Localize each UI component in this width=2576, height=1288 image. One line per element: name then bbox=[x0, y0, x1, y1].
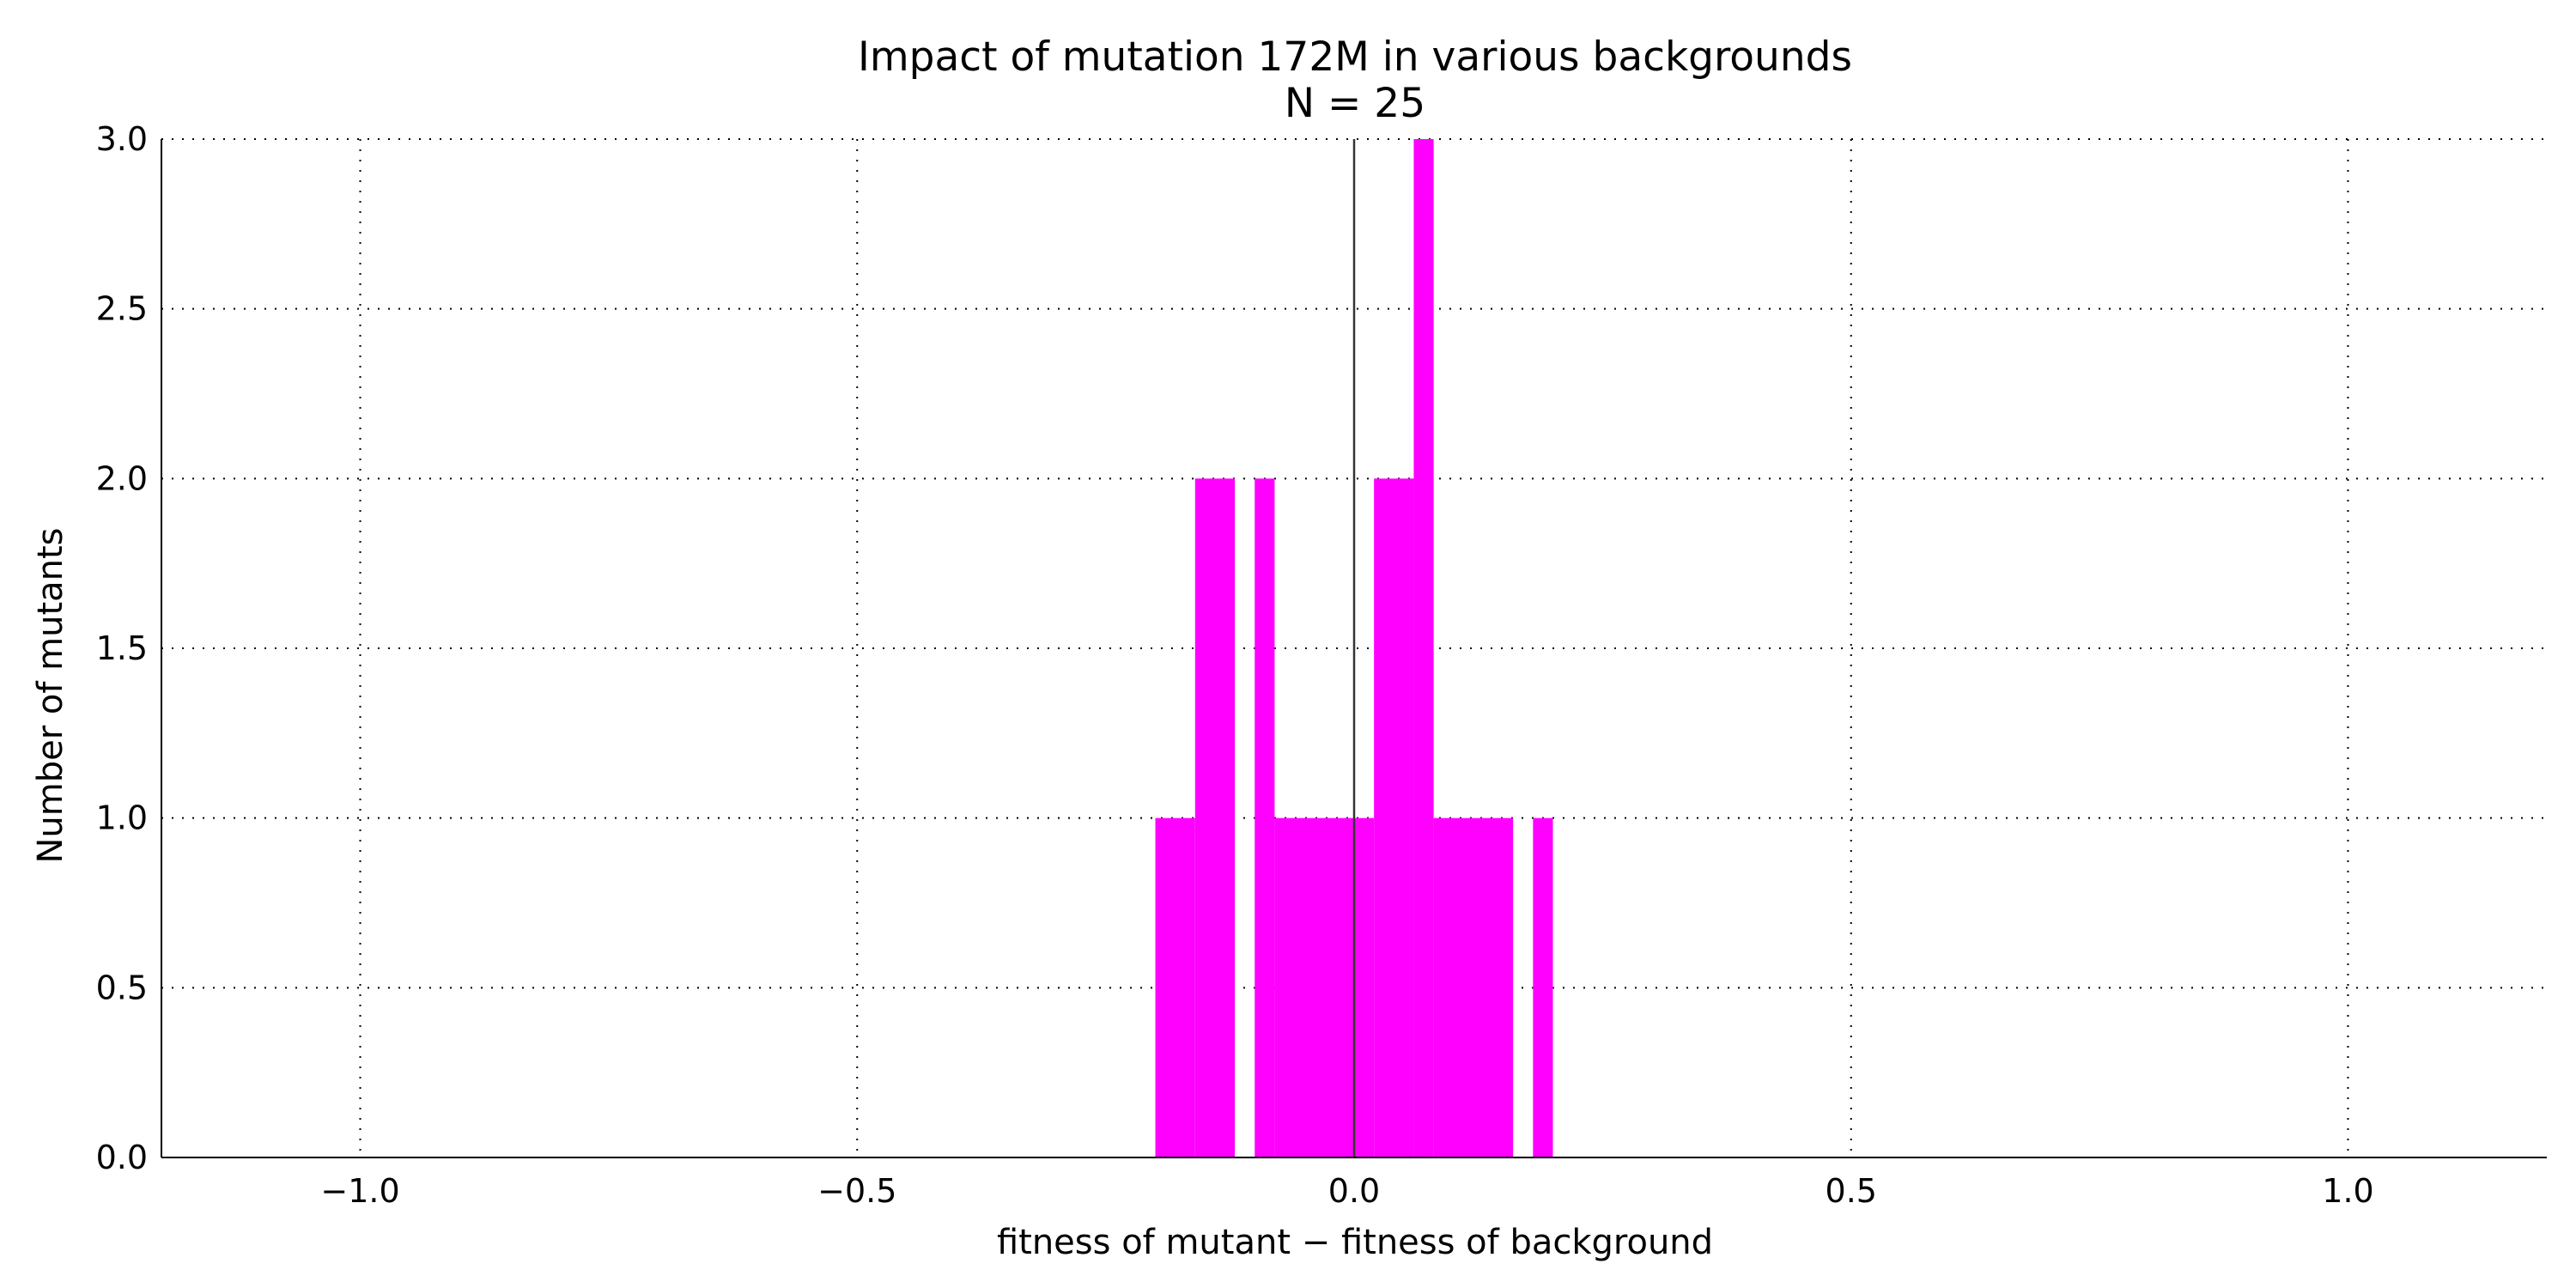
axes-spines bbox=[161, 139, 2547, 1158]
histogram-bar bbox=[1255, 478, 1275, 1157]
x-axis-label: fitness of mutant − fitness of backgroun… bbox=[997, 1223, 1713, 1262]
y-tick-label: 0.5 bbox=[96, 969, 148, 1006]
y-tick-label: 3.0 bbox=[96, 120, 148, 158]
y-tick-label: 2.0 bbox=[96, 459, 148, 497]
y-tick-label: 0.0 bbox=[96, 1139, 148, 1176]
y-tick-labels: 0.0 0.5 1.0 1.5 2.0 2.5 3.0 bbox=[96, 120, 148, 1176]
histogram-bar bbox=[1155, 817, 1195, 1157]
y-tick-label: 1.0 bbox=[96, 799, 148, 837]
y-tick-label: 1.5 bbox=[96, 629, 148, 667]
chart-title: Impact of mutation 172M in various backg… bbox=[858, 33, 1852, 81]
x-tick-label: 1.0 bbox=[2322, 1172, 2373, 1210]
x-tick-label: 0.5 bbox=[1826, 1172, 1877, 1210]
x-tick-label: −0.5 bbox=[817, 1172, 896, 1210]
histogram-bar bbox=[1433, 817, 1514, 1157]
y-tick-label: 2.5 bbox=[96, 290, 148, 328]
histogram-bars bbox=[1155, 139, 1553, 1157]
x-tick-labels: −1.0 −0.5 0.0 0.5 1.0 bbox=[320, 1172, 2373, 1210]
x-tick-label: −1.0 bbox=[320, 1172, 399, 1210]
histogram-bar bbox=[1374, 478, 1414, 1157]
histogram-bar bbox=[1413, 139, 1434, 1157]
histogram-bar bbox=[1533, 817, 1553, 1157]
y-axis-label: Number of mutants bbox=[31, 527, 70, 863]
x-tick-label: 0.0 bbox=[1328, 1172, 1380, 1210]
histogram-bar bbox=[1274, 817, 1375, 1157]
chart-subtitle: N = 25 bbox=[1285, 80, 1425, 127]
histogram-bar bbox=[1194, 478, 1236, 1157]
